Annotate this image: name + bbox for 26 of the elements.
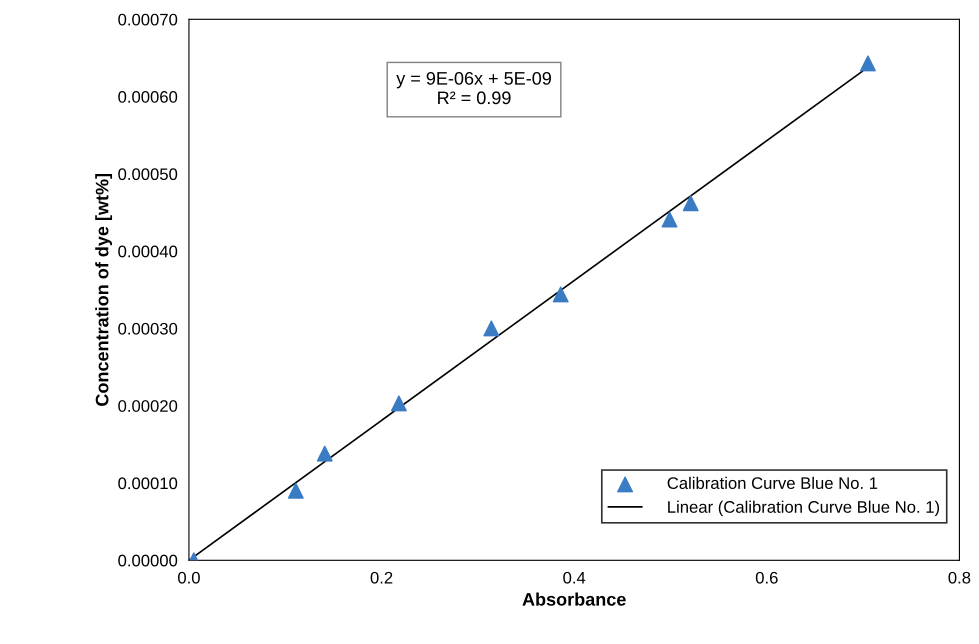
point: [316, 446, 333, 462]
y-tick-label: 0.00030: [118, 322, 178, 335]
y-tick-label: 0.00020: [118, 400, 178, 412]
x-tick-label: 0.6: [756, 572, 778, 584]
x-axis-title: Absorbance: [522, 592, 626, 606]
y-tick-label: 0.00000: [118, 554, 178, 566]
point: [552, 286, 569, 302]
x-tick-label: 0.8: [948, 572, 970, 584]
point: [662, 211, 678, 228]
x-tick-label: 0.2: [370, 572, 392, 584]
annotation: y = 9E-06x + 5E-09 R² = 0.99: [396, 72, 551, 104]
x-tick-label: 0.4: [563, 572, 586, 584]
legend-label: Linear (Calibration Curve Blue No. 1): [668, 500, 940, 516]
y-tick-label: 0.00070: [118, 14, 178, 26]
y-tick-label: 0.00050: [118, 168, 178, 180]
y-tick-label: 0.00040: [118, 246, 178, 258]
y-tick-label: 0.00010: [118, 477, 178, 490]
point: [288, 482, 304, 499]
point: [390, 395, 407, 412]
point: [682, 195, 699, 212]
x-tick-label: 0.0: [178, 572, 200, 584]
point: [483, 320, 500, 336]
point: [860, 55, 876, 72]
y-axis-title: Concentration of dye [wt%]: [95, 174, 112, 406]
legend-label: Calibration Curve Blue No. 1: [668, 476, 878, 489]
y-tick-label: 0.00060: [118, 91, 178, 103]
